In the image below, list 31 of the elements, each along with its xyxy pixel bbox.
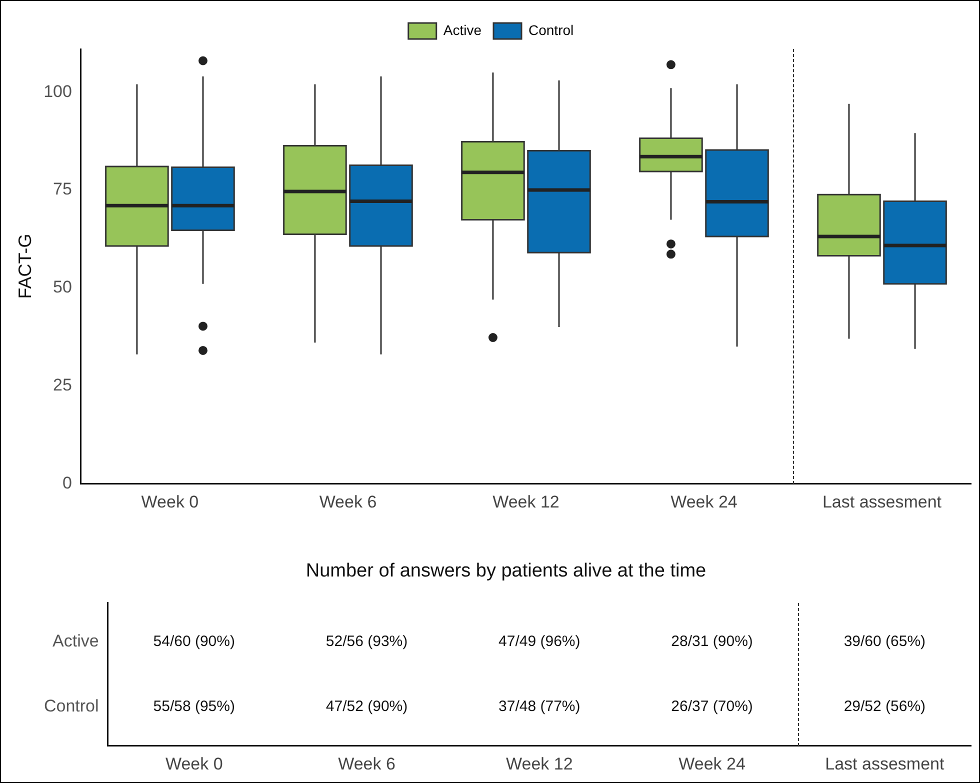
y-axis-title: FACT-G [14, 234, 35, 299]
y-tick-label: 75 [53, 180, 72, 199]
y-tick-label: 25 [53, 375, 72, 394]
category-label: Week 24 [678, 754, 746, 774]
category-label: Week 12 [506, 754, 573, 774]
category-label: Control [44, 696, 99, 716]
category-label: Active [52, 631, 99, 650]
y-tick-label: 50 [53, 278, 72, 297]
text: 37/48 (77%) [498, 698, 580, 715]
category-label: Last assesment [825, 754, 944, 774]
category-label: Week 6 [338, 754, 396, 774]
text: 47/52 (90%) [326, 698, 408, 715]
x-tick-label: Week 24 [670, 492, 738, 512]
text: 54/60 (90%) [153, 632, 235, 650]
text: Number of answers by patients alive at the time [306, 560, 706, 582]
category-label: Week 0 [165, 754, 223, 774]
text: 28/31 (90%) [671, 632, 753, 650]
x-tick-label: Last assesment [822, 492, 942, 512]
legend-label: Control [528, 22, 574, 38]
x-tick-label: Week 0 [141, 492, 199, 512]
text: 39/60 (65%) [844, 632, 926, 650]
text: 26/37 (70%) [671, 698, 753, 715]
text: 52/56 (93%) [326, 632, 408, 650]
text: 29/52 (56%) [844, 698, 926, 715]
legend-label: Active [443, 22, 482, 38]
x-tick-label: Week 6 [319, 492, 377, 512]
y-tick-label: 100 [44, 82, 72, 101]
x-tick-label: Week 12 [492, 492, 560, 512]
text: 47/49 (96%) [498, 632, 580, 650]
text: 55/58 (95%) [153, 698, 235, 715]
y-tick-label: 0 [62, 473, 72, 492]
